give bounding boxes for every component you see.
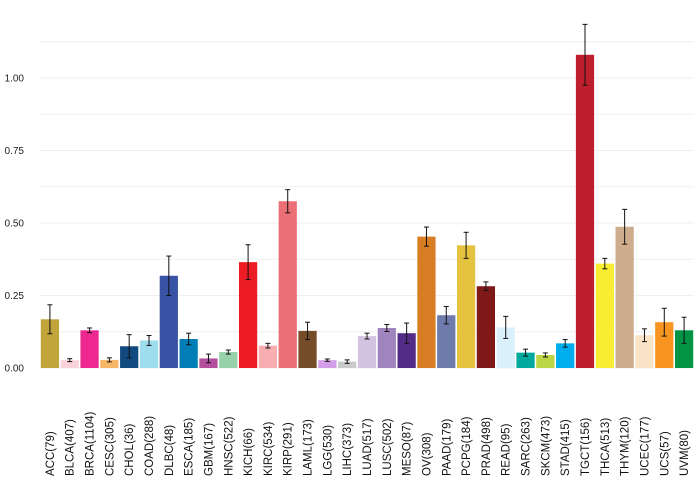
y-tick-label: 1.00: [5, 74, 25, 85]
bar: [179, 339, 198, 368]
y-axis-ticks: 0.00 0.25 0.50 0.75 1.00: [5, 74, 25, 375]
x-tick-label: STAD(415): [560, 419, 572, 476]
x-tick-label: KIRP(291): [283, 422, 295, 476]
bar: [219, 352, 238, 368]
x-tick-label: BLCA(407): [65, 419, 77, 476]
y-tick-label: 0.25: [5, 291, 25, 302]
x-tick-label: ACC(79): [45, 431, 57, 476]
x-tick-label: COAD(288): [144, 416, 156, 476]
bar: [536, 354, 555, 368]
x-tick-label: UCEC(177): [639, 416, 651, 476]
x-tick-label: LGG(530): [322, 425, 334, 476]
bar: [278, 201, 297, 368]
x-axis-labels: ACC(79) BLCA(407) BRCA(1104) CESC(305) CHOL(…: [45, 411, 691, 476]
x-tick-label: KIRC(534): [263, 422, 275, 476]
x-tick-label: HNSC(522): [223, 416, 235, 476]
x-tick-label: PAAD(179): [441, 419, 453, 476]
x-tick-label: READ(95): [501, 423, 513, 476]
bar: [615, 226, 634, 368]
x-tick-label: LUAD(517): [362, 418, 374, 476]
bar: [556, 343, 575, 368]
x-tick-label: UCS(57): [659, 431, 671, 476]
bar: [476, 286, 496, 368]
bar: [338, 361, 357, 368]
bar: [40, 319, 60, 368]
x-tick-label: DLBC(48): [164, 425, 176, 476]
bar: [397, 333, 416, 368]
bar: [258, 345, 278, 368]
bar: [238, 262, 258, 368]
bar: [139, 340, 159, 368]
bar: [516, 352, 535, 368]
x-tick-label: ESCA(185): [184, 418, 196, 476]
bar-layer: [40, 54, 694, 369]
y-tick-label: 0.00: [5, 364, 25, 375]
bar: [655, 322, 674, 368]
bar: [377, 327, 396, 368]
bar: [357, 336, 377, 368]
bar: [298, 330, 317, 368]
bar: [595, 263, 614, 368]
x-tick-label: SKCM(473): [540, 416, 552, 476]
bar: [674, 330, 694, 368]
y-tick-label: 0.50: [5, 219, 25, 230]
bar: [456, 245, 476, 368]
x-tick-label: CHOL(36): [124, 423, 136, 476]
x-tick-label: PRAD(498): [481, 417, 493, 476]
x-tick-label: TGCT(156): [580, 418, 592, 476]
bar: [437, 315, 456, 368]
bar: [575, 54, 595, 369]
x-tick-label: BRCA(1104): [85, 411, 97, 476]
x-tick-label: KICH(66): [243, 428, 255, 476]
error-bar-layer: [47, 23, 687, 364]
x-tick-label: LIHC(373): [342, 423, 354, 476]
bar: [318, 360, 337, 368]
x-tick-label: OV(308): [421, 432, 433, 476]
x-tick-label: GBM(167): [203, 423, 215, 476]
bar: [159, 275, 178, 368]
x-tick-label: THCA(513): [600, 418, 612, 476]
x-tick-label: THYM(120): [620, 416, 632, 476]
x-tick-label: LUSC(502): [382, 418, 394, 476]
bar: [496, 327, 515, 368]
x-tick-label: LAML(173): [303, 419, 315, 476]
bar: [417, 236, 436, 368]
bar: [635, 335, 654, 368]
x-tick-label: MESO(87): [402, 422, 414, 476]
x-tick-label: PCPG(184): [461, 416, 473, 476]
x-tick-label: CESC(305): [104, 417, 116, 476]
bar: [100, 359, 119, 368]
bar: [80, 330, 99, 368]
y-tick-label: 0.75: [5, 146, 25, 157]
x-tick-label: SARC(263): [521, 417, 533, 476]
x-tick-label: UVM(80): [679, 430, 691, 476]
bar: [60, 360, 79, 368]
